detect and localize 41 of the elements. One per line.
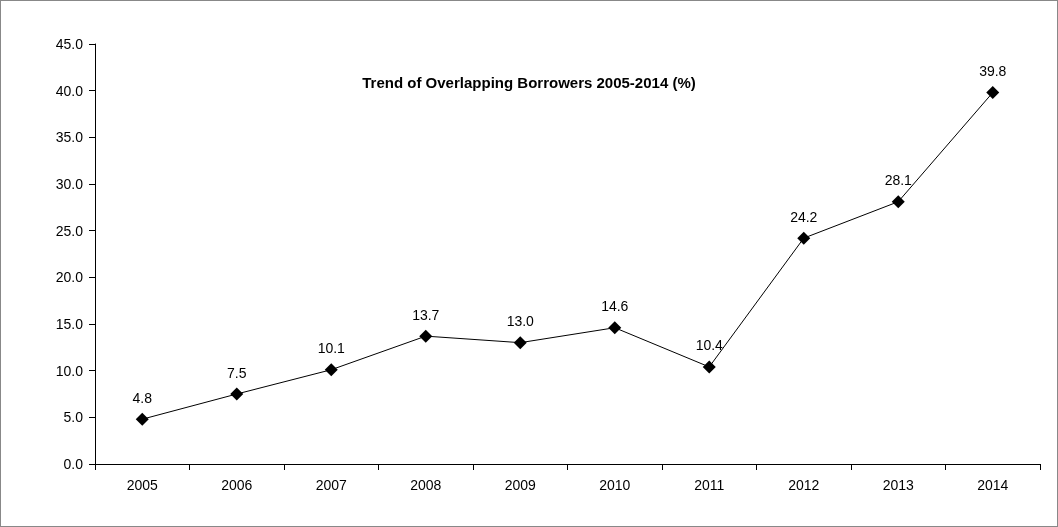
data-label: 13.7 xyxy=(412,306,440,323)
x-tick-label: 2008 xyxy=(410,477,442,493)
point xyxy=(230,387,244,401)
y-tick-label: 35.0 xyxy=(55,129,84,146)
y-tick-label: 45.0 xyxy=(55,36,84,52)
y-tick-label: 40.0 xyxy=(55,82,84,99)
y-tick-label: 0.0 xyxy=(63,456,84,472)
point xyxy=(419,329,433,343)
x-tick-label: 2013 xyxy=(882,477,915,493)
y-tick-label: 20.0 xyxy=(55,269,84,286)
x-tick-label: 2006 xyxy=(221,477,253,493)
x-tick-label: 2014 xyxy=(977,477,1009,493)
y-tick-label: 30.0 xyxy=(55,176,84,192)
data-label: 4.8 xyxy=(132,389,153,406)
point xyxy=(513,336,527,350)
y-tick-label: 5.0 xyxy=(63,409,84,426)
data-label: 14.6 xyxy=(601,298,629,315)
x-tick-label: 2011 xyxy=(694,477,725,493)
x-tick-label: 2010 xyxy=(599,477,631,493)
point xyxy=(608,321,622,335)
data-label: 24.2 xyxy=(790,208,818,225)
data-label: 10.1 xyxy=(317,340,346,357)
y-tick-label: 10.0 xyxy=(55,362,84,379)
data-label: 39.8 xyxy=(979,63,1007,80)
data-label: 28.1 xyxy=(884,172,913,189)
data-label: 13.0 xyxy=(506,313,535,330)
text: Trend of Overlapping Borrowers 2005-2014 (%) xyxy=(362,74,696,91)
point xyxy=(891,195,905,209)
y-tick-label: 25.0 xyxy=(55,222,84,239)
x-tick-label: 2012 xyxy=(788,477,820,493)
x-tick-label: 2009 xyxy=(504,477,537,493)
point xyxy=(702,360,716,374)
point xyxy=(797,231,811,245)
x-tick-label: 2007 xyxy=(315,477,348,493)
point xyxy=(324,363,338,377)
point xyxy=(135,412,149,426)
point xyxy=(986,86,1000,100)
y-tick-label: 15.0 xyxy=(55,316,84,332)
data-label: 7.5 xyxy=(227,364,247,381)
data-label: 10.4 xyxy=(695,337,724,354)
x-tick-label: 2005 xyxy=(126,477,159,493)
